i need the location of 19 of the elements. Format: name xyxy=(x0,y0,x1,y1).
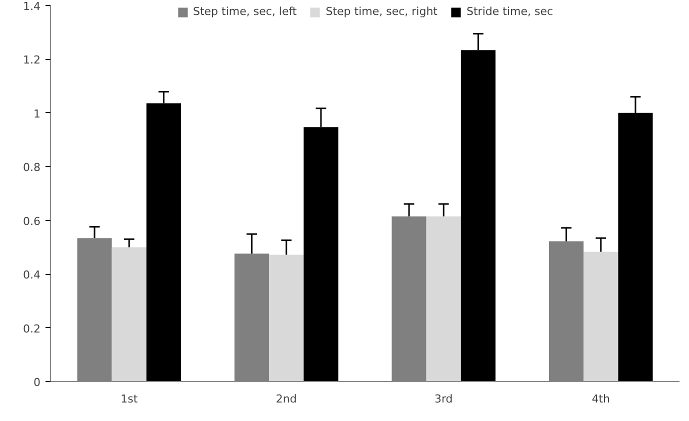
legend-label: Step time, sec, left xyxy=(192,5,297,18)
y-tick-label: 0.4 xyxy=(23,268,41,282)
bar xyxy=(426,216,461,382)
y-tick-label: 1 xyxy=(34,107,40,120)
x-tick-label: 1st xyxy=(120,392,138,406)
bar xyxy=(112,247,146,382)
legend-label: Stride time, sec xyxy=(466,5,554,18)
x-tick-label: 3rd xyxy=(434,392,453,406)
y-tick-label: 0.8 xyxy=(23,161,41,174)
y-tick-label: 0.6 xyxy=(23,214,41,228)
x-tick-label: 4th xyxy=(592,392,610,406)
y-tick-label: 0 xyxy=(34,376,40,389)
y-tick-label: 1.2 xyxy=(23,54,41,67)
legend-label: Step time, sec, right xyxy=(326,5,438,18)
x-tick-label: 2nd xyxy=(276,392,297,406)
bar xyxy=(584,252,618,382)
bar xyxy=(269,254,304,382)
y-tick-label: 1.4 xyxy=(23,0,41,13)
y-tick-label: 0.2 xyxy=(23,322,41,336)
